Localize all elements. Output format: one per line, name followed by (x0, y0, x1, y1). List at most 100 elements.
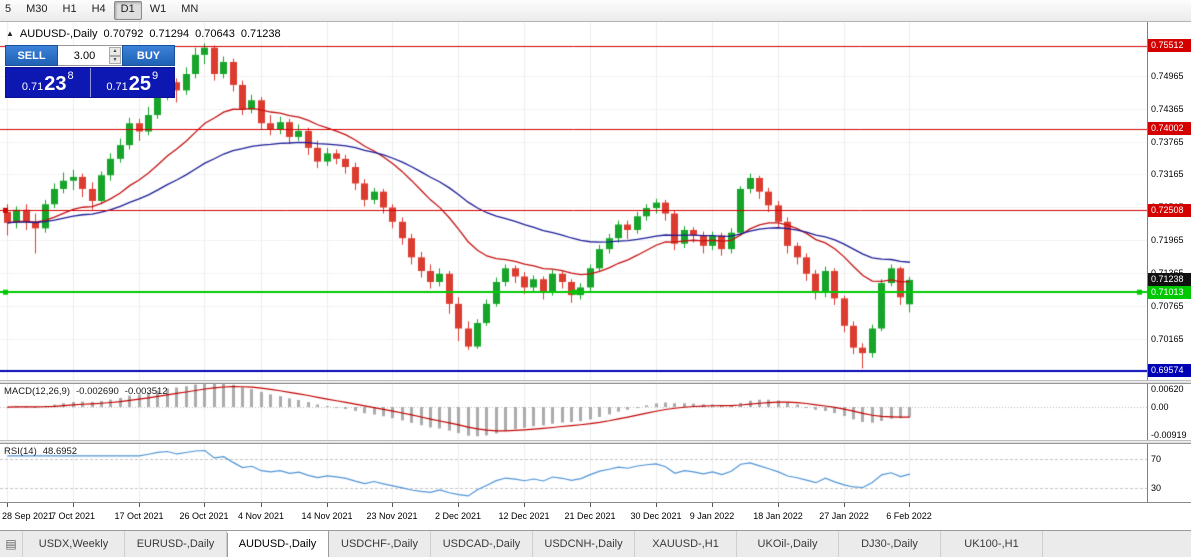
macd-value-signal: -0.003512 (124, 386, 168, 397)
chart-tab-bar: ▤ USDX,Weekly EURUSD-,Daily AUDUSD-,Daily U… (0, 530, 1191, 557)
buy-button[interactable]: BUY (122, 45, 175, 66)
date-tick-mark (458, 503, 459, 507)
buy-price-pips: 25 (128, 73, 152, 95)
date-tick-mark (7, 503, 8, 507)
macd-axis[interactable]: 0.00620 0.00 -0.00919 (1147, 384, 1191, 440)
timeframe-button-5[interactable]: 5 (5, 3, 12, 15)
chart-tab-uk100-h1[interactable]: UK100-,H1 (941, 531, 1043, 557)
date-tick-mark (712, 503, 713, 507)
one-click-trading-widget: SELL ▲ ▼ BUY 0.71 23 8 0.71 (5, 45, 175, 98)
chart-tab-audusd-daily[interactable]: AUDUSD-,Daily (227, 531, 329, 557)
price-tick: 0.73765 (1151, 136, 1184, 147)
buy-price[interactable]: 0.71 25 9 (89, 68, 175, 97)
price-axis[interactable]: 0.749650.743650.737650.731650.725650.719… (1147, 22, 1191, 380)
rsi-axis[interactable]: 70 30 (1147, 444, 1191, 502)
date-label: 21 Dec 2021 (564, 511, 616, 521)
date-tick-mark (261, 503, 262, 507)
date-label: 14 Nov 2021 (301, 511, 353, 521)
rsi-label: RSI(14) 48.6952 (4, 446, 77, 457)
rsi-value: 48.6952 (42, 446, 78, 457)
date-tick-mark (73, 503, 74, 507)
chart-tab-usdcnh-daily[interactable]: USDCNH-,Daily (533, 531, 635, 557)
ohlc-high: 0.71294 (149, 28, 190, 40)
rsi-title: RSI(14) (4, 446, 37, 457)
timeframe-button-d1[interactable]: D1 (113, 1, 142, 20)
macd-axis-label: 0.00 (1151, 402, 1169, 413)
price-tick: 0.71965 (1151, 235, 1184, 246)
chart-tab-dj30-daily[interactable]: DJ30-,Daily (839, 531, 941, 557)
rsi-axis-label: 70 (1151, 453, 1162, 464)
timeframe-toolbar: 5 M30 H1 H4 D1 W1 MN (0, 0, 1191, 22)
sell-button[interactable]: SELL (5, 45, 58, 66)
macd-axis-label: -0.00919 (1151, 430, 1187, 440)
timeframe-button-h1[interactable]: H1 (62, 3, 77, 15)
rsi-axis-label: 30 (1151, 482, 1162, 493)
sell-price-point: 8 (67, 70, 74, 82)
chart-tab-usdx-weekly[interactable]: USDX,Weekly (23, 531, 125, 557)
price-tick: 0.74365 (1151, 103, 1184, 114)
date-tick-mark (656, 503, 657, 507)
price-tick: 0.70165 (1151, 333, 1184, 344)
date-label: 28 Sep 2021 (2, 511, 54, 521)
panel-splitter[interactable] (0, 440, 1191, 444)
date-label: 23 Nov 2021 (366, 511, 418, 521)
panel-splitter[interactable] (0, 380, 1191, 384)
chart-tabs: USDX,Weekly EURUSD-,Daily AUDUSD-,Daily USD… (23, 531, 1191, 557)
price-badge-0.74002: 0.74002 (1148, 122, 1191, 136)
chart-list-icon[interactable]: ▤ (0, 531, 23, 557)
volume-down-arrow-icon[interactable]: ▼ (109, 55, 121, 64)
price-badge-0.71013: 0.71013 (1148, 285, 1191, 299)
chart-symbol-title: AUDUSD-,Daily (19, 28, 98, 40)
date-label: 27 Jan 2022 (819, 511, 869, 521)
volume-input[interactable] (58, 46, 122, 66)
date-tick-mark (844, 503, 845, 507)
buy-price-point: 9 (152, 70, 159, 82)
rsi-panel: RSI(14) 48.6952 70 30 (0, 444, 1191, 502)
price-chart-panel: ▲ AUDUSD-,Daily 0.70792 0.71294 0.70643 … (0, 22, 1191, 380)
date-tick-mark (139, 503, 140, 507)
date-label: 9 Jan 2022 (689, 511, 735, 521)
date-label: 4 Nov 2021 (237, 511, 285, 521)
ohlc-low: 0.70643 (195, 28, 235, 40)
date-tick-mark (327, 503, 328, 507)
macd-title: MACD(12,26,9) (4, 386, 70, 397)
sell-price-pips: 23 (44, 73, 67, 95)
timeframe-button-w1[interactable]: W1 (149, 3, 167, 15)
volume-up-arrow-icon[interactable]: ▲ (109, 47, 121, 56)
price-badge-0.72508: 0.72508 (1148, 203, 1191, 217)
price-chart-canvas[interactable] (0, 22, 1147, 380)
volume-field: ▲ ▼ (58, 45, 122, 66)
chart-tab-usdchf-daily[interactable]: USDCHF-,Daily (329, 531, 431, 557)
ohlc-open: 0.70792 (103, 28, 144, 40)
rsi-canvas[interactable] (0, 444, 1147, 502)
sell-price-prefix: 0.71 (21, 81, 44, 93)
macd-value-main: -0.002690 (76, 386, 119, 397)
macd-canvas[interactable] (0, 384, 1147, 440)
time-axis[interactable]: 28 Sep 2021 7 Oct 2021 17 Oct 2021 26 Oct 2… (0, 502, 1191, 530)
macd-axis-label: 0.00620 (1151, 384, 1184, 394)
chart-ohlc-header: ▲ AUDUSD-,Daily 0.70792 0.71294 0.70643 … (6, 28, 281, 40)
chart-tab-ukoil-daily[interactable]: UKOil-,Daily (737, 531, 839, 557)
chart-tab-eurusd-daily[interactable]: EURUSD-,Daily (125, 531, 227, 557)
volume-stepper: ▲ ▼ (109, 47, 121, 64)
chart-tab-xauusd-h1[interactable]: XAUUSD-,H1 (635, 531, 737, 557)
trade-prices-row: 0.71 23 8 0.71 25 9 (5, 67, 175, 98)
ohlc-close: 0.71238 (240, 28, 281, 40)
trade-buttons-row: SELL ▲ ▼ BUY (5, 45, 175, 66)
macd-panel: MACD(12,26,9) -0.002690 -0.003512 0.0062… (0, 384, 1191, 440)
date-tick-mark (204, 503, 205, 507)
price-tick: 0.73165 (1151, 169, 1184, 180)
sell-price[interactable]: 0.71 23 8 (6, 68, 90, 97)
macd-label: MACD(12,26,9) -0.002690 -0.003512 (4, 386, 168, 397)
date-label: 7 Oct 2021 (50, 511, 96, 521)
timeframe-button-h4[interactable]: H4 (91, 3, 106, 15)
one-click-collapse-icon[interactable]: ▲ (6, 29, 14, 38)
timeframe-button-mn[interactable]: MN (181, 3, 199, 15)
date-tick-mark (909, 503, 910, 507)
chart-tab-usdcad-daily[interactable]: USDCAD-,Daily (431, 531, 533, 557)
date-label: 30 Dec 2021 (630, 511, 682, 521)
timeframe-button-m30[interactable]: M30 (26, 3, 48, 15)
chart-list-glyph: ▤ (5, 537, 17, 551)
price-badge-0.69574: 0.69574 (1148, 364, 1191, 378)
